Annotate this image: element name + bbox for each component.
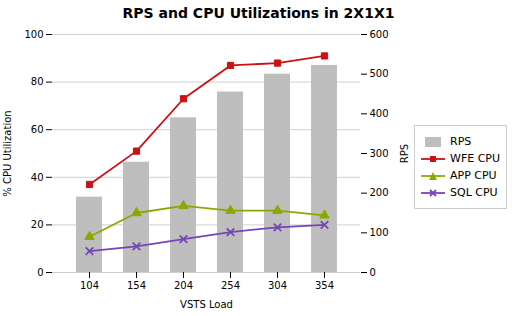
svg-text:600: 600 [370,29,389,40]
svg-text:204: 204 [174,280,193,291]
svg-text:104: 104 [80,280,99,291]
svg-text:200: 200 [370,187,389,198]
svg-text:40: 40 [31,172,44,183]
svg-text:354: 354 [315,280,334,291]
html-text:RPS: RPS [450,135,472,148]
svg-text:60: 60 [31,124,44,135]
svg-text:VSTS Load: VSTS Load [180,299,233,310]
html-text:RPS and CPU Utilizations in 2X: RPS and CPU Utilizations in 2X1X1 [122,5,395,21]
svg-text:304: 304 [268,280,287,291]
svg-text:0: 0 [370,267,376,278]
svg-text:100: 100 [370,227,389,238]
html-text:WFE CPU: WFE CPU [450,152,500,165]
html-text:SQL CPU: SQL CPU [450,186,498,199]
svg-text:80: 80 [31,76,44,87]
svg-text:300: 300 [370,148,389,159]
svg-text:% CPU Utilization: % CPU Utilization [2,110,13,196]
svg-text:0: 0 [37,267,43,278]
svg-text:254: 254 [221,280,240,291]
svg-text:154: 154 [127,280,146,291]
html-text:APP CPU: APP CPU [450,169,497,182]
svg-text:20: 20 [31,219,44,230]
svg-text:100: 100 [24,29,43,40]
svg-text:500: 500 [370,68,389,79]
svg-text:400: 400 [370,108,389,119]
svg-text:RPS: RPS [399,144,410,163]
